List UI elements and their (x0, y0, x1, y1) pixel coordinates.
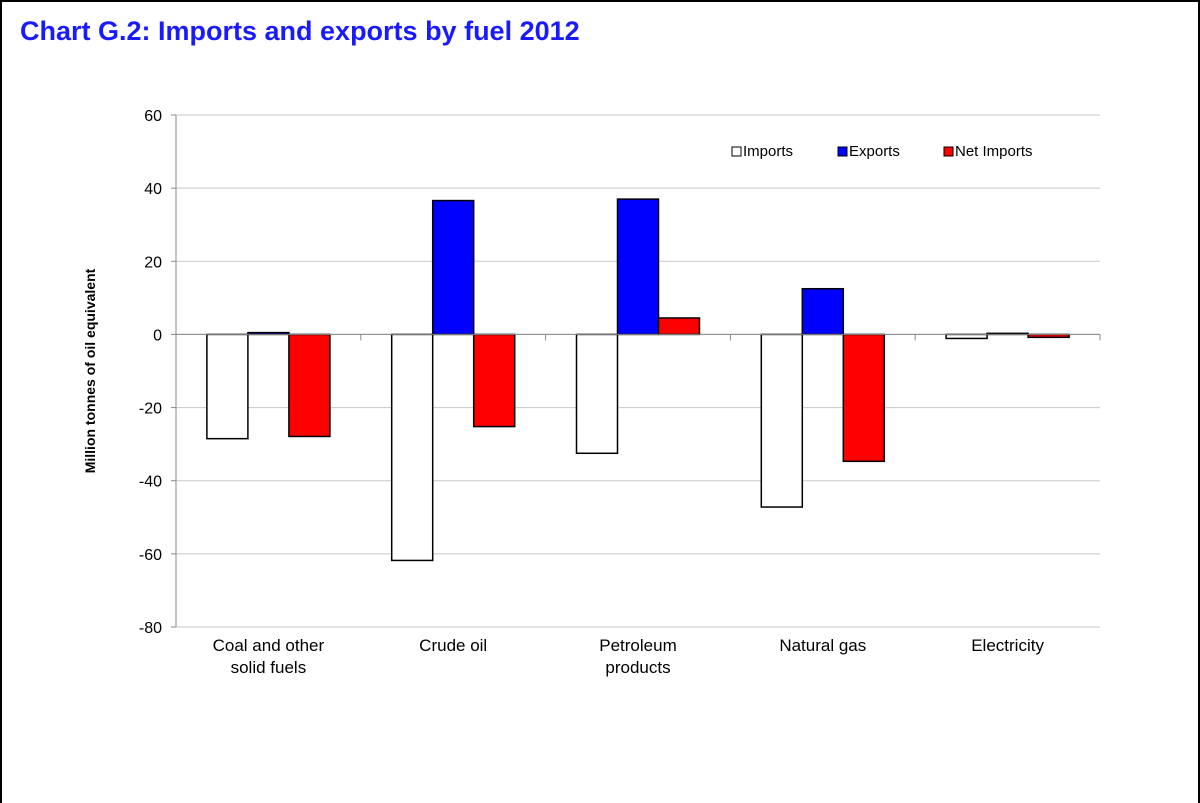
x-category-label: Coal and other (213, 636, 325, 655)
bar-net-imports (657, 317, 701, 336)
legend-label: Exports (849, 143, 900, 160)
bar-exports (801, 287, 845, 336)
bar-imports (390, 333, 434, 562)
bar-exports (616, 198, 660, 336)
y-axis-label: Million tonnes of oil equivalent (82, 268, 98, 473)
bar-imports (945, 333, 988, 340)
bar-imports (206, 333, 249, 440)
bar-net-imports (288, 333, 331, 438)
y-tick-label: -40 (139, 474, 162, 491)
y-tick-label: 20 (144, 254, 162, 271)
x-category-label: Electricity (971, 636, 1044, 655)
y-tick-label: -60 (139, 547, 162, 564)
x-category-label: products (605, 658, 670, 677)
legend-label: Net Imports (955, 143, 1033, 160)
y-tick-label: 0 (153, 327, 162, 344)
y-tick-label: 40 (144, 181, 162, 198)
bar-net-imports (472, 333, 516, 428)
chart-title: Chart G.2: Imports and exports by fuel 2… (20, 16, 580, 46)
y-tick-label: -80 (139, 620, 162, 637)
legend-swatch (731, 146, 742, 157)
legend-swatch (943, 146, 954, 157)
x-category-label: Petroleum (599, 636, 676, 655)
legend-label: Imports (743, 143, 793, 160)
y-tick-label: -20 (139, 401, 162, 418)
y-tick-label: 60 (144, 108, 162, 125)
bar-imports (575, 333, 619, 455)
bar-exports (431, 199, 475, 336)
x-category-label: solid fuels (231, 658, 307, 677)
bar-imports (760, 333, 804, 508)
x-category-label: Crude oil (419, 636, 487, 655)
legend-swatch (837, 146, 848, 157)
bar-net-imports (842, 333, 886, 463)
x-category-label: Natural gas (779, 636, 866, 655)
